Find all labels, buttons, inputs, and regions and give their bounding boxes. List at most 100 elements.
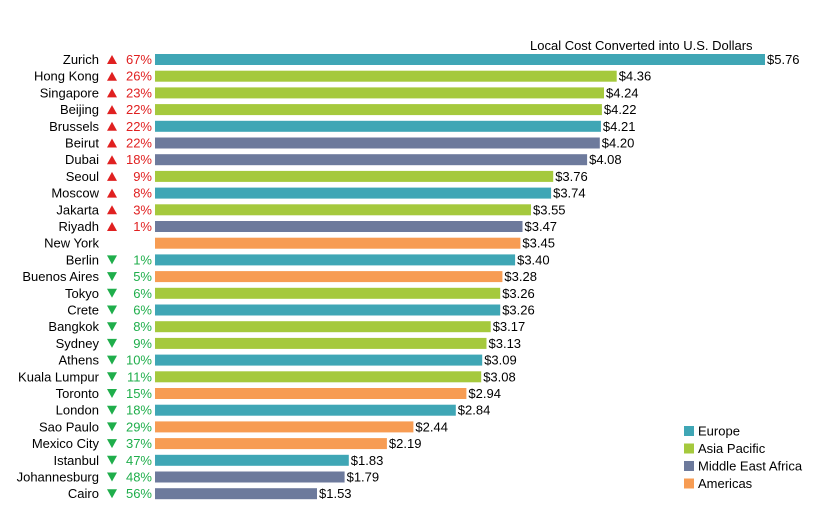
bar: [155, 137, 600, 149]
chart-annotation: Local Cost Converted into U.S. Dollars: [530, 38, 753, 53]
chart-row: Tokyo 6% $3.26: [65, 286, 535, 301]
bar: [155, 104, 602, 116]
chart-row: London 18% $2.84: [56, 403, 491, 418]
city-label: New York: [44, 236, 99, 251]
change-label: 26%: [126, 69, 152, 84]
city-label: Kuala Lumpur: [18, 369, 100, 384]
value-label: $3.13: [489, 336, 522, 351]
chart-row: Dubai 18% $4.08: [65, 152, 622, 167]
arrow-down-icon: [107, 455, 117, 465]
city-label: Athens: [59, 353, 100, 368]
value-label: $3.76: [555, 169, 588, 184]
city-label: Singapore: [40, 85, 99, 100]
change-label: 22%: [126, 102, 152, 117]
arrow-down-icon: [107, 372, 117, 382]
arrow-up-icon: [107, 88, 117, 98]
city-label: Beirut: [65, 136, 99, 151]
bar: [155, 454, 349, 466]
chart-row: Buenos Aires 5% $3.28: [22, 269, 537, 284]
arrow-down-icon: [107, 322, 117, 332]
arrow-down-icon: [107, 355, 117, 365]
chart-row: Kuala Lumpur 11% $3.08: [18, 369, 516, 384]
value-label: $4.24: [606, 85, 639, 100]
legend-item: Asia Pacific: [684, 441, 766, 456]
change-label: 1%: [133, 252, 152, 267]
city-label: Zurich: [63, 52, 99, 67]
city-label: London: [56, 403, 99, 418]
chart-row: Crete 6% $3.26: [67, 303, 535, 318]
bar: [155, 187, 552, 199]
bar: [155, 287, 501, 299]
change-label: 11%: [127, 369, 152, 384]
value-label: $3.55: [533, 202, 566, 217]
bar: [155, 237, 521, 249]
chart-row: New York $3.45: [44, 236, 555, 251]
arrow-up-icon: [107, 155, 117, 165]
change-label: 8%: [133, 186, 152, 201]
bar: [155, 321, 491, 333]
arrow-down-icon: [107, 305, 117, 315]
city-label: Seoul: [66, 169, 99, 184]
change-label: 10%: [126, 353, 152, 368]
bar: [155, 488, 317, 500]
city-label: Moscow: [51, 186, 99, 201]
chart-row: Jakarta 3% $3.55: [56, 202, 565, 217]
value-label: $3.45: [522, 236, 555, 251]
value-label: $2.19: [389, 436, 422, 451]
city-label: Beijing: [60, 102, 99, 117]
bar: [155, 337, 487, 349]
city-label: Bangkok: [48, 319, 99, 334]
legend-swatch: [684, 443, 694, 454]
value-label: $3.26: [502, 286, 535, 301]
arrow-down-icon: [107, 288, 117, 298]
city-label: Tokyo: [65, 286, 99, 301]
value-label: $3.17: [493, 319, 526, 334]
change-label: 8%: [133, 319, 152, 334]
value-label: $4.36: [619, 69, 652, 84]
city-label: Crete: [67, 303, 99, 318]
bar: [155, 70, 617, 82]
chart-row: Istanbul 47% $1.83: [53, 453, 383, 468]
legend-item: Middle East Africa: [684, 459, 803, 474]
value-label: $1.83: [351, 453, 384, 468]
legend-item: Europe: [684, 424, 740, 439]
arrow-down-icon: [107, 439, 117, 449]
change-label: 56%: [126, 486, 152, 501]
bar: [155, 471, 345, 483]
arrow-up-icon: [107, 105, 117, 115]
change-label: 29%: [126, 419, 152, 434]
legend-label: Asia Pacific: [698, 441, 766, 456]
legend-swatch: [684, 461, 694, 471]
value-label: $3.28: [504, 269, 537, 284]
city-label: Riyadh: [59, 219, 99, 234]
value-label: $3.40: [517, 252, 550, 267]
city-label: Istanbul: [53, 453, 99, 468]
arrow-up-icon: [107, 188, 117, 198]
city-label: Cairo: [68, 486, 99, 501]
bar: [155, 221, 523, 232]
change-label: 15%: [126, 386, 152, 401]
value-label: $3.26: [502, 303, 535, 318]
bar: [155, 254, 516, 266]
chart-row: Hong Kong 26% $4.36: [34, 69, 651, 84]
change-label: 37%: [126, 436, 152, 451]
bar: [155, 438, 387, 450]
bar: [155, 54, 765, 65]
change-label: 6%: [133, 286, 152, 301]
arrow-down-icon: [107, 255, 117, 265]
value-label: $4.08: [589, 152, 622, 167]
city-label: Berlin: [66, 252, 99, 267]
chart-row: Mexico City 37% $2.19: [32, 436, 422, 451]
bar: [155, 304, 501, 316]
city-label: Jakarta: [56, 202, 99, 217]
value-label: $3.09: [484, 353, 517, 368]
arrow-down-icon: [107, 489, 117, 499]
change-label: 22%: [126, 136, 152, 151]
change-label: 23%: [126, 85, 152, 100]
arrow-up-icon: [107, 55, 117, 64]
chart-row: Athens 10% $3.09: [59, 353, 517, 368]
value-label: $3.47: [525, 219, 558, 234]
bar: [155, 421, 414, 433]
chart-row: Riyadh 1% $3.47: [59, 219, 558, 234]
chart-row: Johannesburg 48% $1.79: [17, 470, 380, 485]
